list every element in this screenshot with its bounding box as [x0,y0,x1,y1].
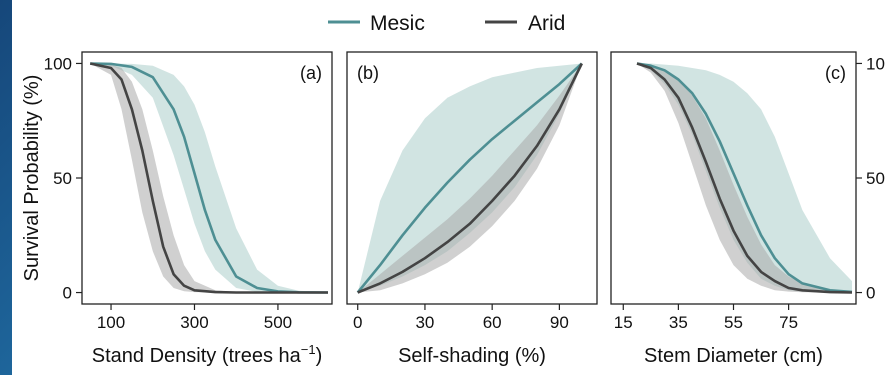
confidence-band-arid [90,63,328,293]
series-line-arid [357,62,583,294]
y-tick-label: 0 [866,284,875,303]
panel-label: (b) [357,63,379,83]
confidence-band-arid [637,63,852,293]
confidence-band-mesic [90,63,328,293]
confidence-band-arid [357,63,582,293]
y-tick-label: 10 [866,54,885,73]
legend-label-arid: Arid [528,12,565,35]
series-line-mesic [90,62,329,294]
x-axis-label-main: Self-shading (%) [398,345,546,367]
x-tick-label: 100 [97,313,125,332]
legend-label-mesic: Mesic [370,12,425,35]
series-line-arid [636,62,853,294]
panel-label: (c) [825,63,846,83]
series-line-mesic [636,62,853,294]
plot-area [636,62,853,294]
x-tick-label: 75 [779,313,798,332]
figure: Mesic Arid Survival Probability (%) (a) 100 3… [12,0,885,375]
confidence-band-mesic [357,63,582,293]
x-tick-label: 60 [483,313,502,332]
panel-c: (c) 15 35 55 75 0 50 10 Stem Diameter (cm) [610,51,885,367]
x-tick-label: 90 [550,313,569,332]
x-tick-label: 30 [415,313,434,332]
y-tick-label: 50 [53,169,72,188]
x-tick-label: 15 [614,313,633,332]
x-axis-label: Stand Density (trees ha−1) [92,342,323,367]
x-axis-label-main: Stand Density (trees ha [92,345,302,367]
x-axis-label: Self-shading (%) [398,345,546,367]
x-axis-label-suffix: ) [316,345,323,367]
x-tick-label: 55 [724,313,743,332]
y-tick-label: 50 [866,169,885,188]
x-tick-label: 0 [353,313,362,332]
series-line-arid [89,62,328,294]
panel-a: (a) 100 300 500 0 50 100 Stand Density (trees h… [44,51,333,367]
x-tick-label: 300 [180,313,208,332]
x-axis-label-sup: −1 [301,342,316,357]
x-axis-label-main: Stem Diameter (cm) [644,345,823,367]
y-tick-label: 0 [63,284,72,303]
y-axis-label: Survival Probability (%) [21,75,43,282]
panel-frame [346,51,598,305]
y-tick-label: 100 [44,54,72,73]
x-tick-label: 35 [669,313,688,332]
x-tick-label: 500 [264,313,292,332]
x-axis-label: Stem Diameter (cm) [644,345,823,367]
plot-area [356,62,583,294]
panel-label: (a) [300,63,322,83]
series-line-mesic [356,62,583,294]
plot-area [89,62,329,294]
